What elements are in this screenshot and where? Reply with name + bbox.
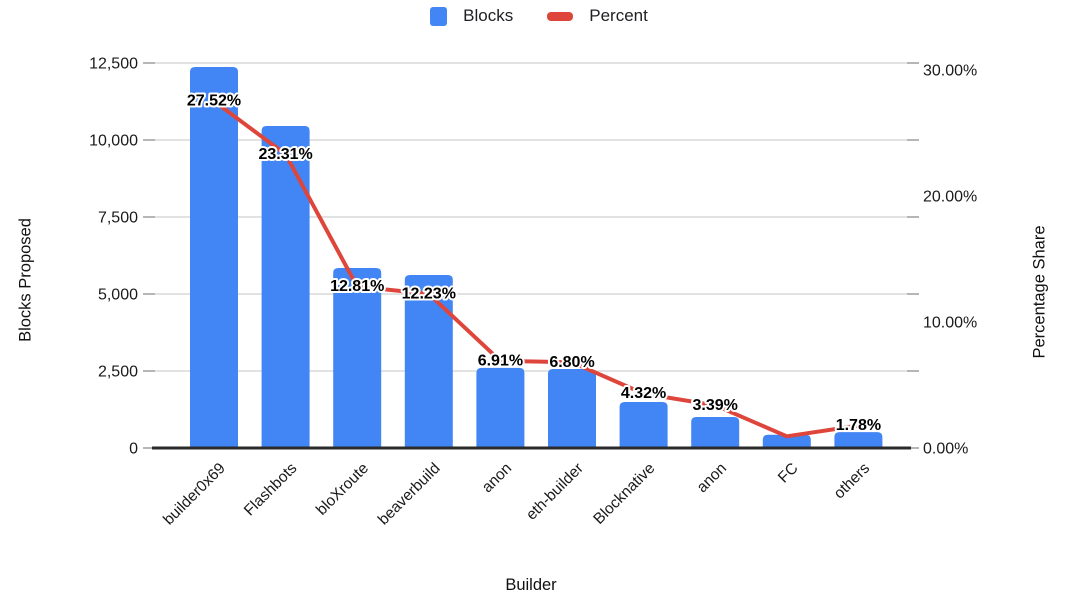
bar-builder0x69[interactable] <box>190 67 238 448</box>
left-axis-tick-label: 12,500 <box>89 56 138 73</box>
x-axis-title: Builder <box>505 576 557 594</box>
bar-others[interactable] <box>834 432 883 448</box>
bar-beaverbuild[interactable] <box>404 275 453 448</box>
x-axis-category-label: builder0x69 <box>160 460 229 529</box>
blocks-series-swatch <box>430 6 448 26</box>
percent-line[interactable] <box>212 99 861 439</box>
legend-item-percent[interactable]: Percent <box>547 6 648 26</box>
x-axis-category-label: others <box>831 460 874 503</box>
right-axis-tick-label: 0.00% <box>923 441 968 458</box>
bar-FC[interactable] <box>762 434 811 448</box>
x-axis-category-label: anon <box>479 460 515 496</box>
left-axis-tick-label: 5,000 <box>98 287 138 304</box>
percent-data-label: 27.52% <box>187 93 241 110</box>
x-axis-category-label: bloXroute <box>313 460 372 519</box>
x-axis-category-label: Blocknative <box>590 460 658 528</box>
bar-Blocknative[interactable] <box>619 401 668 448</box>
x-axis-category-label: beaverbuild <box>375 460 444 529</box>
left-axis-tick-label: 7,500 <box>98 210 138 227</box>
percent-data-label: 3.39% <box>693 397 738 414</box>
percent-data-label: 6.91% <box>478 352 523 369</box>
legend-item-blocks[interactable]: Blocks <box>430 6 513 26</box>
percent-data-label: 4.32% <box>621 385 666 402</box>
bar-eth-builder[interactable] <box>548 368 596 448</box>
left-axis-tick-label: 2,500 <box>98 364 138 381</box>
left-axis-tick-label: 0 <box>129 441 138 458</box>
percent-data-label: 1.78% <box>836 417 881 434</box>
percent-series-swatch <box>547 11 574 21</box>
percent-data-label: 12.23% <box>402 285 456 302</box>
bar-Flashbots[interactable] <box>261 125 310 449</box>
right-axis-tick-label: 30.00% <box>923 63 977 80</box>
x-axis-category-label: Flashbots <box>241 460 301 520</box>
percent-data-label: 23.31% <box>258 146 312 163</box>
chart-legend: Blocks Percent <box>0 6 1078 26</box>
x-axis-category-label: eth-builder <box>523 460 587 524</box>
bar-bloXroute[interactable] <box>333 267 382 448</box>
x-axis-category-label: FC <box>775 460 802 487</box>
percent-data-label: 12.81% <box>330 278 384 295</box>
left-axis-tick-label: 10,000 <box>89 133 138 150</box>
x-axis-category-label: anon <box>694 460 730 496</box>
right-axis-tick-label: 10.00% <box>923 315 977 332</box>
right-axis-tick-label: 20.00% <box>923 189 977 206</box>
bar-anon[interactable] <box>691 417 740 448</box>
bar-anon[interactable] <box>476 367 525 448</box>
legend-label-percent: Percent <box>589 6 648 25</box>
legend-label-blocks: Blocks <box>463 6 514 25</box>
percent-data-label: 6.80% <box>549 354 594 371</box>
